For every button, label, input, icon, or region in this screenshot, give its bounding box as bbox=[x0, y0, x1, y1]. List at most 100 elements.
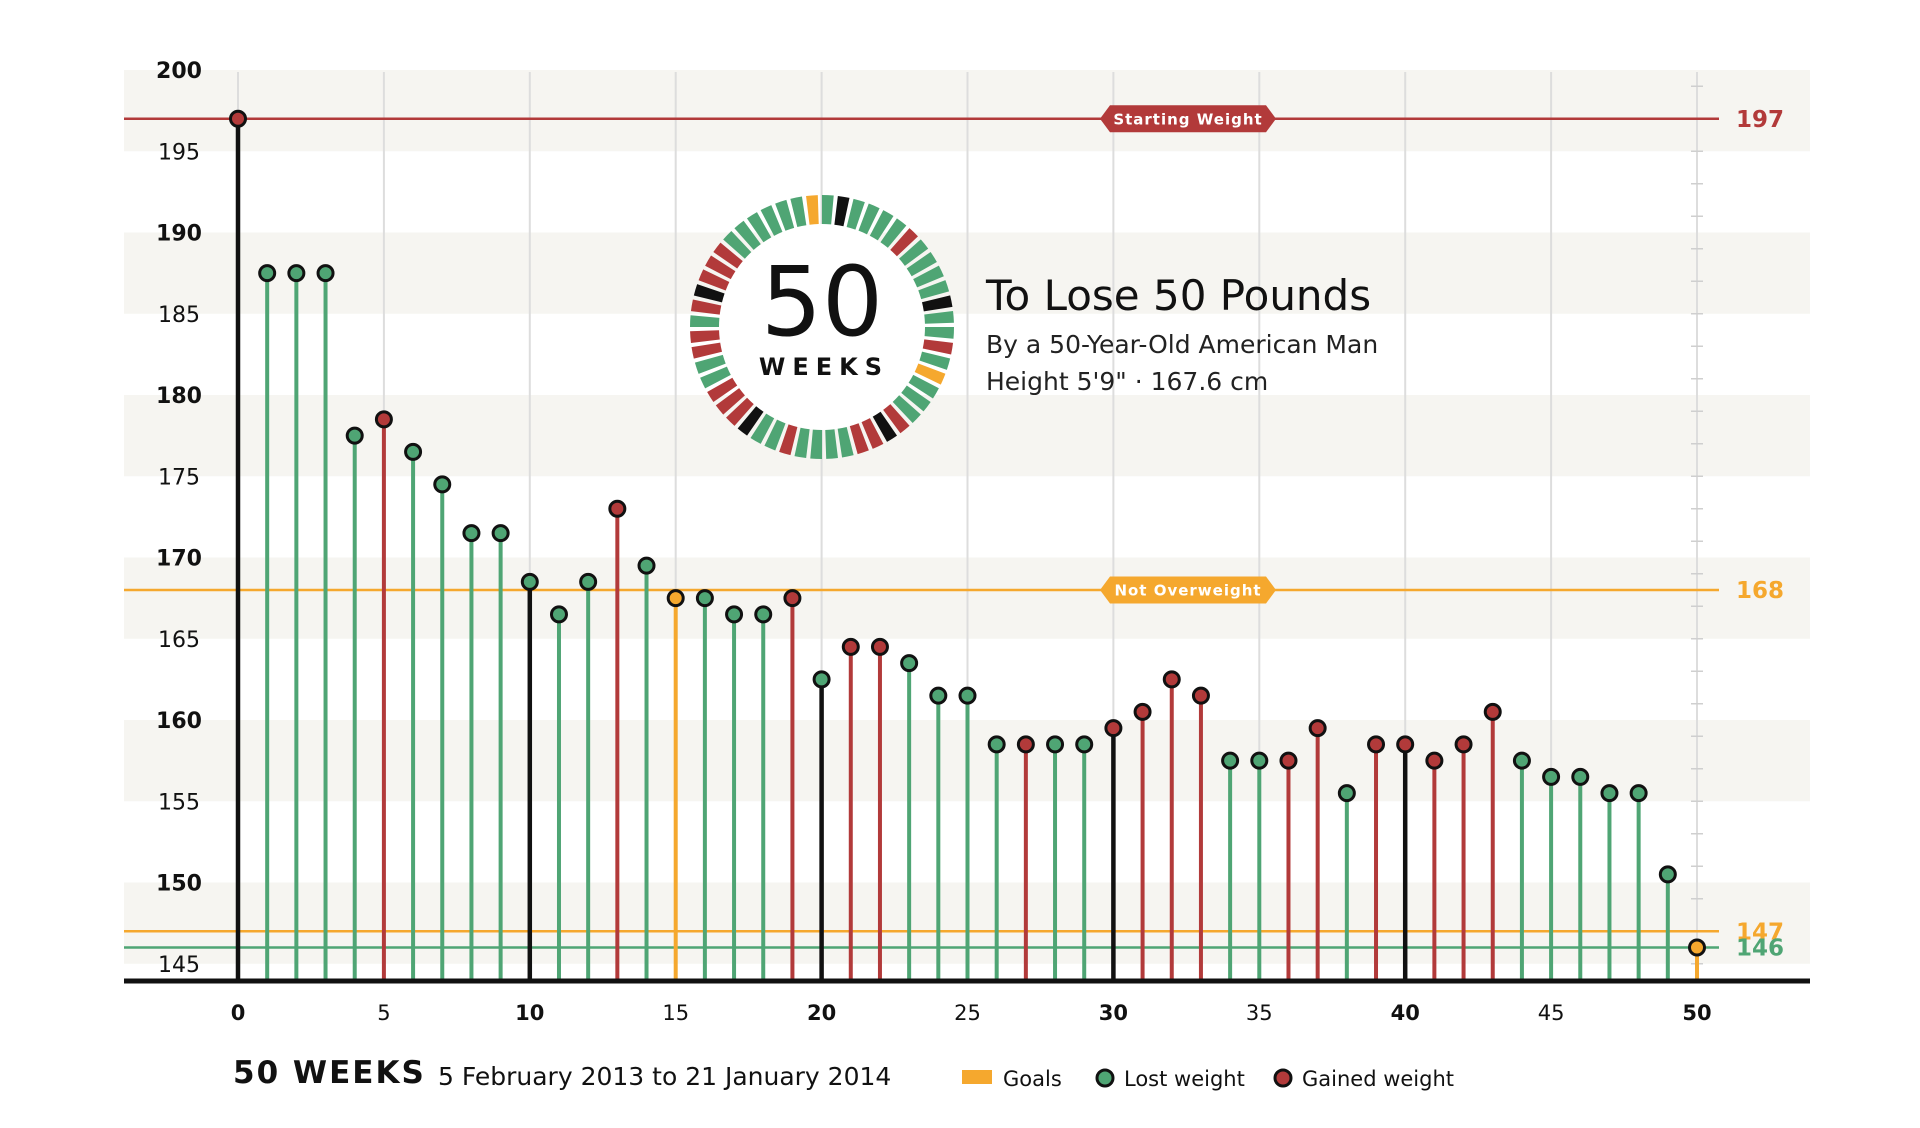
reference-badge bbox=[1100, 576, 1276, 604]
dial-segment bbox=[861, 418, 884, 449]
x-tick-label-45: 45 bbox=[1538, 1001, 1565, 1025]
y-tick-label-165: 165 bbox=[158, 628, 200, 653]
reference-badge bbox=[1100, 105, 1276, 133]
x-tick-label-5: 5 bbox=[377, 1001, 390, 1025]
x-tick-label-30: 30 bbox=[1099, 1001, 1128, 1025]
legend-goals-label: Goals bbox=[1003, 1067, 1062, 1091]
dial-segment bbox=[890, 228, 918, 257]
dial-segment bbox=[901, 385, 931, 412]
x-tick-label-0: 0 bbox=[231, 1001, 246, 1025]
dot-week-40 bbox=[1396, 735, 1415, 754]
dial-segment bbox=[837, 426, 854, 458]
x-tick-label-10: 10 bbox=[515, 1001, 544, 1025]
y-tick-label-175: 175 bbox=[158, 465, 200, 490]
dot-week-27 bbox=[1016, 735, 1035, 754]
dial-segment bbox=[779, 424, 798, 456]
dot-week-5 bbox=[374, 410, 393, 429]
dial-segment bbox=[880, 218, 907, 248]
dial-segment bbox=[726, 397, 754, 426]
dot-week-2 bbox=[287, 264, 306, 283]
y-tick-label-190: 190 bbox=[156, 222, 202, 247]
dot-week-14 bbox=[637, 556, 656, 575]
dial-segment bbox=[906, 251, 937, 277]
dial-segment bbox=[899, 239, 929, 266]
dial-segment bbox=[691, 342, 723, 359]
x-tick-label-20: 20 bbox=[807, 1001, 836, 1025]
reference-lines bbox=[124, 117, 1719, 949]
dial-segment bbox=[707, 377, 738, 403]
dial-segment bbox=[922, 339, 954, 355]
dial-segment bbox=[908, 374, 939, 399]
dot-week-47 bbox=[1600, 784, 1619, 803]
y-tick-label-150: 150 bbox=[156, 872, 202, 897]
y-tick-label-160: 160 bbox=[156, 709, 202, 734]
dial-segment bbox=[846, 198, 865, 230]
dial-segment bbox=[821, 195, 834, 225]
dial-segment bbox=[694, 354, 726, 374]
dot-week-21 bbox=[841, 637, 860, 656]
dot-week-39 bbox=[1367, 735, 1386, 754]
dial-segment bbox=[919, 351, 951, 370]
dial-label: WEEKS bbox=[759, 353, 889, 381]
reference-badges: Starting Weight Not Overweight bbox=[1100, 105, 1276, 604]
dial-segment bbox=[924, 326, 955, 339]
dot-week-20 bbox=[812, 670, 831, 689]
dial-segment bbox=[790, 196, 807, 228]
dial-segment bbox=[810, 429, 823, 460]
dot-week-34 bbox=[1221, 751, 1240, 770]
y-tick-label-195: 195 bbox=[158, 140, 200, 165]
dial-segment bbox=[750, 413, 775, 444]
dot-week-26 bbox=[987, 735, 1006, 754]
dial-segment bbox=[723, 231, 752, 259]
dial-segment bbox=[764, 419, 786, 451]
dial-segment bbox=[924, 311, 954, 324]
dial-segment bbox=[698, 269, 730, 291]
weeks-dial: 50 WEEKS bbox=[690, 195, 955, 460]
dot-week-16 bbox=[695, 589, 714, 608]
dial-segment bbox=[705, 255, 736, 280]
legend-gained-marker bbox=[1273, 1068, 1293, 1088]
dot-week-33 bbox=[1191, 686, 1210, 705]
chart-height-note: Height 5'9" · 167.6 cm bbox=[986, 367, 1268, 396]
dot-week-0 bbox=[229, 109, 247, 128]
dot-week-7 bbox=[433, 475, 452, 494]
x-tick-label-15: 15 bbox=[662, 1001, 689, 1025]
chart-subtitle: By a 50-Year-Old American Man bbox=[986, 330, 1378, 359]
dial-face bbox=[719, 224, 925, 430]
reference-label-147: 147 bbox=[1736, 919, 1784, 945]
dial-segment bbox=[775, 199, 795, 231]
dot-week-12 bbox=[579, 572, 598, 591]
dot-week-25 bbox=[958, 686, 977, 705]
dot-week-1 bbox=[258, 264, 277, 283]
dot-week-46 bbox=[1571, 767, 1590, 786]
y-tick-label-155: 155 bbox=[158, 790, 200, 815]
x-axis-labels: 0 5 10 15 20 25 30 35 40 45 50 bbox=[231, 1001, 1712, 1025]
reference-label-197: 197 bbox=[1736, 107, 1784, 133]
dial-segment bbox=[825, 429, 838, 459]
footer-weeks-label: 50 WEEKS bbox=[233, 1055, 426, 1091]
dial-segments bbox=[690, 195, 955, 460]
dot-week-9 bbox=[491, 524, 510, 543]
dot-week-23 bbox=[900, 654, 919, 673]
dial-segment bbox=[914, 363, 946, 385]
dial-segment bbox=[892, 395, 921, 423]
dial-segment bbox=[883, 404, 910, 434]
dial-segment bbox=[690, 299, 722, 315]
dot-week-17 bbox=[725, 605, 744, 624]
dial-segment bbox=[834, 195, 850, 227]
dot-week-50 bbox=[1688, 938, 1706, 957]
dot-week-4 bbox=[345, 426, 364, 445]
lollipop-dots bbox=[229, 109, 1706, 957]
dot-week-3 bbox=[316, 264, 335, 283]
y-tick-label-200: 200 bbox=[156, 59, 202, 84]
dial-segment bbox=[913, 265, 944, 288]
dial-number: 50 bbox=[761, 246, 883, 358]
dial-segment bbox=[690, 330, 720, 343]
dot-week-42 bbox=[1454, 735, 1473, 754]
dot-week-45 bbox=[1542, 767, 1561, 786]
legend-goals-swatch bbox=[962, 1070, 992, 1084]
dot-week-37 bbox=[1308, 719, 1327, 738]
dot-week-8 bbox=[462, 524, 481, 543]
dot-week-48 bbox=[1629, 784, 1648, 803]
